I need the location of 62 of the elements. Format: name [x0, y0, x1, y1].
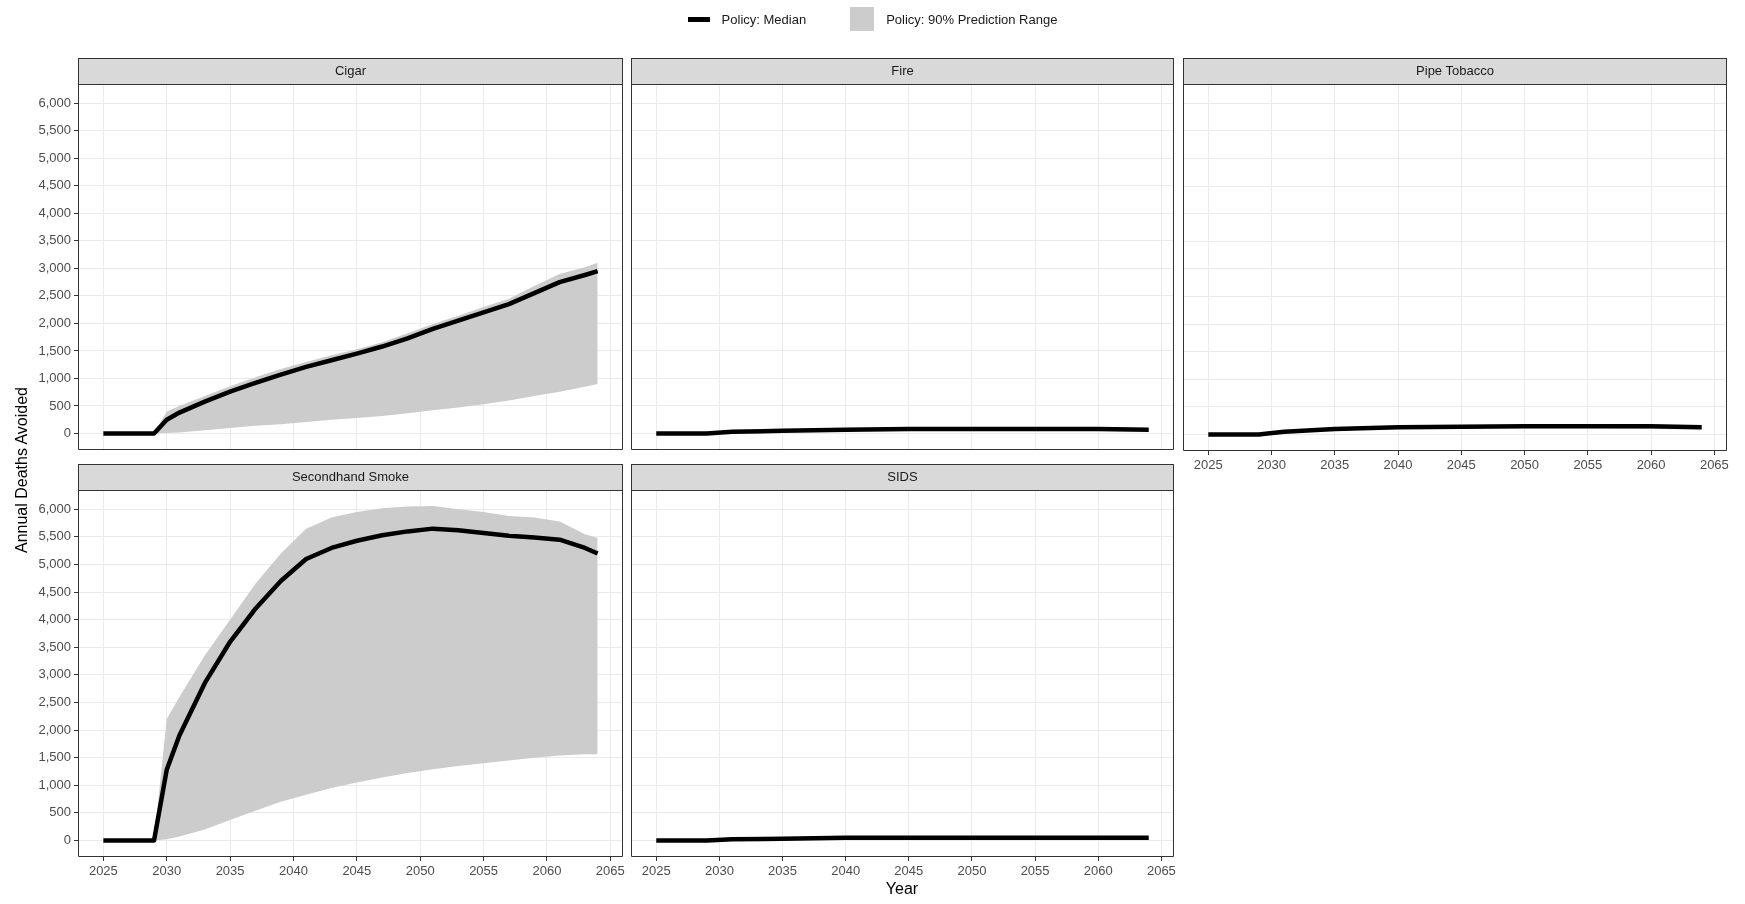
x-tick-label: 2065 — [1146, 863, 1176, 879]
y-tick-label: 0 — [63, 425, 71, 441]
legend-label: Policy: 90% Prediction Range — [886, 11, 1058, 27]
x-tick-label: 2040 — [1383, 457, 1413, 473]
y-tick-label: 1,000 — [38, 776, 71, 792]
y-tick-label: 4,500 — [38, 583, 71, 599]
x-tick-label: 2055 — [1020, 863, 1050, 879]
y-tick-label: 4,500 — [38, 177, 71, 193]
y-tick-label: 500 — [49, 397, 71, 413]
x-tick-label: 2055 — [1573, 457, 1603, 473]
x-tick-label: 2030 — [1257, 457, 1287, 473]
y-tick-label: 1,500 — [38, 342, 71, 358]
x-tick-label: 2025 — [88, 863, 118, 879]
y-tick-label: 0 — [63, 832, 71, 848]
y-tick-label: 2,500 — [38, 287, 71, 303]
y-tick-label: 4,000 — [38, 204, 71, 220]
chart-title: Secondhand Smoke — [78, 464, 623, 491]
y-tick-label: 2,500 — [38, 694, 71, 710]
x-tick-label: 2065 — [595, 863, 625, 879]
y-tick-label: 6,000 — [38, 94, 71, 110]
x-tick-label: 2040 — [831, 863, 861, 879]
x-tick-label: 2045 — [1446, 457, 1476, 473]
y-tick-label: 3,500 — [38, 638, 71, 654]
y-tick-label: 5,500 — [38, 528, 71, 544]
x-tick-label: 2045 — [894, 863, 924, 879]
y-tick-label: 500 — [49, 804, 71, 820]
y-tick-label: 2,000 — [38, 721, 71, 737]
y-tick-label: 2,000 — [38, 314, 71, 330]
x-tick-label: 2060 — [532, 863, 562, 879]
x-tick-label: 2035 — [215, 863, 245, 879]
y-tick-label: 1,000 — [38, 370, 71, 386]
y-tick-label: 3,500 — [38, 232, 71, 248]
y-tick-label: 5,000 — [38, 149, 71, 165]
chart-title: Fire — [631, 58, 1174, 85]
x-tick-label: 2025 — [641, 863, 671, 879]
y-axis-title: Annual Deaths Avoided — [13, 386, 31, 554]
y-tick-label: 3,000 — [38, 259, 71, 275]
x-tick-label: 2060 — [1083, 863, 1113, 879]
x-tick-label: 2030 — [152, 863, 182, 879]
x-tick-label: 2050 — [1510, 457, 1540, 473]
x-tick-label: 2030 — [704, 863, 734, 879]
x-tick-label: 2055 — [469, 863, 499, 879]
x-tick-label: 2060 — [1636, 457, 1666, 473]
x-tick-label: 2040 — [279, 863, 308, 879]
y-tick-label: 5,500 — [38, 122, 71, 138]
legend-label: Policy: Median — [721, 11, 807, 27]
x-tick-label: 2065 — [1699, 457, 1729, 473]
y-tick-label: 1,500 — [38, 749, 71, 765]
x-tick-label: 2050 — [405, 863, 435, 879]
chart-title: SIDS — [631, 464, 1174, 491]
chart-title: Pipe Tobacco — [1183, 58, 1727, 85]
y-tick-label: 3,000 — [38, 666, 71, 682]
x-tick-label: 2035 — [1320, 457, 1350, 473]
x-tick-label: 2045 — [342, 863, 372, 879]
x-tick-label: 2050 — [957, 863, 987, 879]
x-axis-title: Year — [885, 880, 919, 898]
y-tick-label: 6,000 — [38, 500, 71, 516]
chart-title: Cigar — [78, 58, 623, 85]
y-tick-label: 4,000 — [38, 611, 71, 627]
y-tick-label: 5,000 — [38, 556, 71, 572]
x-tick-label: 2025 — [1193, 457, 1223, 473]
x-tick-label: 2035 — [768, 863, 797, 879]
